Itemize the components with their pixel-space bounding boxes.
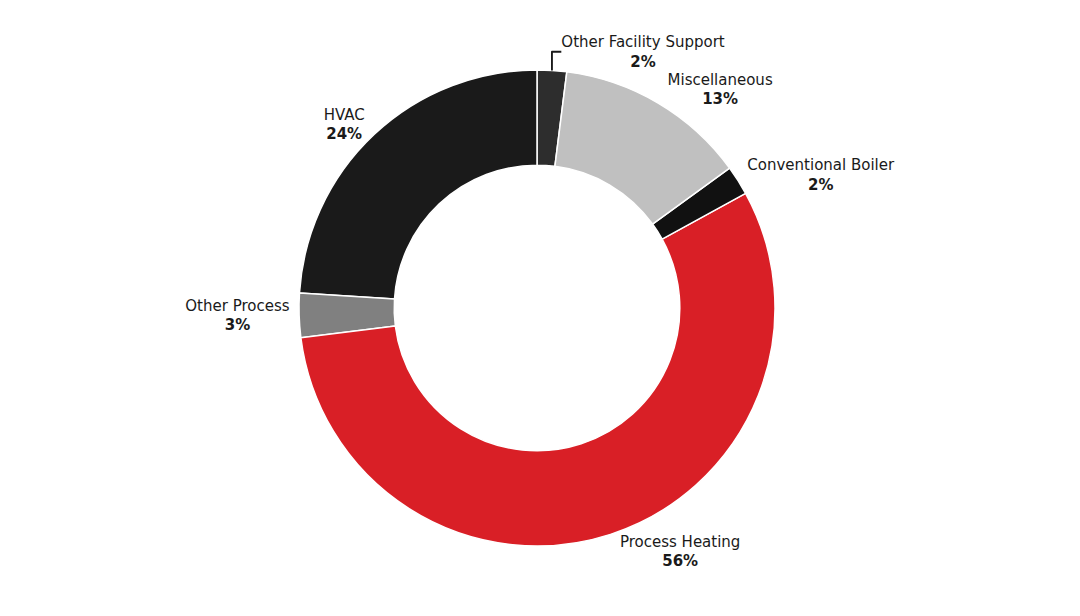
- svg-text:Process Heating56%: Process Heating56%: [620, 533, 740, 571]
- svg-text:HVAC24%: HVAC24%: [324, 106, 365, 144]
- svg-text:Miscellaneous13%: Miscellaneous13%: [668, 71, 773, 109]
- svg-text:Other Process3%: Other Process3%: [185, 297, 289, 335]
- svg-text:Other Facility Support2%: Other Facility Support2%: [561, 33, 724, 70]
- svg-text:Conventional Boiler2%: Conventional Boiler2%: [747, 156, 895, 194]
